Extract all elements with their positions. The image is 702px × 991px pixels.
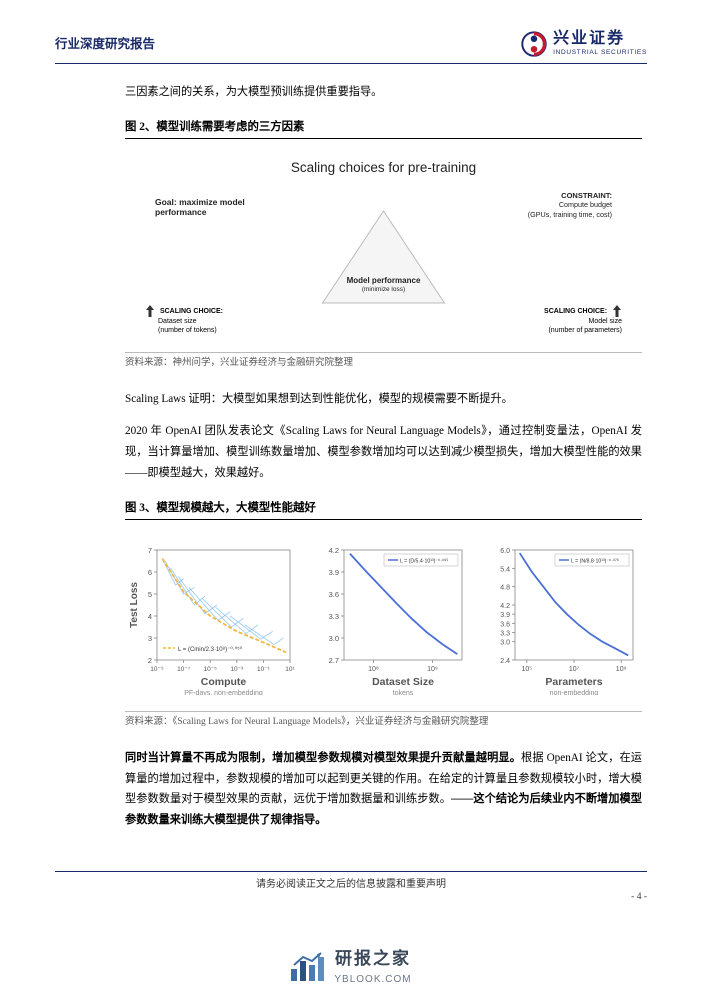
svg-text:10⁹: 10⁹ <box>616 666 627 673</box>
svg-text:4.2: 4.2 <box>329 546 339 555</box>
logo-swirl-icon <box>521 31 547 57</box>
svg-text:PF-days, non-embedding: PF-days, non-embedding <box>184 690 263 695</box>
svg-text:10⁵: 10⁵ <box>521 666 532 673</box>
svg-text:L = (Cmin/2.3·10⁸)⁻⁰·⁰⁵⁰: L = (Cmin/2.3·10⁸)⁻⁰·⁰⁵⁰ <box>178 646 243 653</box>
page-footer: 请务必阅读正文之后的信息披露和重要声明 - 4 - <box>55 871 647 893</box>
svg-text:Test Loss: Test Loss <box>129 581 140 627</box>
header-title: 行业深度研究报告 <box>55 34 155 54</box>
svg-text:L = (N/8.8·10¹³)⁻⁰·⁰⁷⁶: L = (N/8.8·10¹³)⁻⁰·⁰⁷⁶ <box>571 558 619 564</box>
svg-text:10⁸: 10⁸ <box>368 666 379 673</box>
svg-text:10⁹: 10⁹ <box>427 666 438 673</box>
fig2-header: Scaling choices for pre-training <box>135 157 632 179</box>
chart-parameters: 2.4 3.0 3.3 3.6 3.9 4.2 4.8 5.4 6.0 10⁵ 10⁷ 10⁹ L = … <box>487 540 642 695</box>
arrow-up-icon <box>612 304 622 318</box>
company-logo: 兴业证券 INDUSTRIAL SECURITIES <box>521 30 647 58</box>
svg-text:non-embedding: non-embedding <box>550 690 599 695</box>
para-openai: 2020 年 OpenAI 团队发表论文《Scaling Laws for Ne… <box>125 421 642 483</box>
svg-text:10⁻⁹: 10⁻⁹ <box>150 666 164 673</box>
svg-text:5: 5 <box>148 590 152 599</box>
watermark-name: 研报之家 <box>334 945 411 972</box>
svg-text:6.0: 6.0 <box>500 548 510 555</box>
fig2-source: 资料来源：神州问学，兴业证券经济与金融研究院整理 <box>125 352 642 371</box>
svg-text:2.4: 2.4 <box>500 658 510 665</box>
para-scaling-laws: Scaling Laws 证明：大模型如果想到达到性能优化，模型的规模需要不断提… <box>125 389 642 410</box>
svg-text:3.3: 3.3 <box>500 630 510 637</box>
watermark: 研报之家 YBLOOK.COM <box>0 945 702 988</box>
svg-text:2: 2 <box>148 656 152 665</box>
para-conclusion: 同时当计算量不再成为限制，增加模型参数规模对模型效果提升贡献量越明显。根据 Op… <box>125 748 642 831</box>
fig2-right-choice: SCALING CHOICE: Model size (number of pa… <box>544 304 622 336</box>
arrow-up-icon <box>145 304 155 318</box>
fig3-charts: 2 3 4 5 6 7 10⁻⁹ 10⁻⁷ 10⁻⁵ 10⁻³ 10⁻¹ 10¹ L = (Cmin/2… <box>125 530 642 709</box>
watermark-url: YBLOOK.COM <box>334 972 411 988</box>
chart-compute: 2 3 4 5 6 7 10⁻⁹ 10⁻⁷ 10⁻⁵ 10⁻³ 10⁻¹ 10¹ L = (Cmin/2… <box>125 540 300 695</box>
fig2-title: 图 2、模型训练需要考虑的三方因素 <box>125 118 642 139</box>
svg-text:Compute: Compute <box>201 676 247 688</box>
svg-text:6: 6 <box>148 568 152 577</box>
footer-page-num: - 4 - <box>631 890 647 905</box>
svg-text:3.9: 3.9 <box>329 568 339 577</box>
svg-text:3.0: 3.0 <box>329 634 339 643</box>
svg-text:4.8: 4.8 <box>500 585 510 592</box>
fig3-title: 图 3、模型规模越大，大模型性能越好 <box>125 499 642 520</box>
svg-text:L = (D/5.4·10¹³)⁻⁰·⁰⁹⁵: L = (D/5.4·10¹³)⁻⁰·⁰⁹⁵ <box>400 558 448 564</box>
svg-text:4: 4 <box>148 612 152 621</box>
svg-text:10¹: 10¹ <box>285 666 295 673</box>
svg-text:7: 7 <box>148 546 152 555</box>
svg-text:tokens: tokens <box>393 690 414 695</box>
svg-text:10⁷: 10⁷ <box>569 666 580 673</box>
svg-text:Dataset Size: Dataset Size <box>372 676 434 688</box>
svg-text:3.3: 3.3 <box>329 612 339 621</box>
svg-text:10⁻⁷: 10⁻⁷ <box>177 666 191 673</box>
svg-text:3.6: 3.6 <box>329 590 339 599</box>
fig2-goal-label: Goal: maximize model performance <box>155 197 265 218</box>
footer-note: 请务必阅读正文之后的信息披露和重要声明 <box>55 877 647 893</box>
svg-text:5.4: 5.4 <box>500 566 510 573</box>
svg-text:10⁻³: 10⁻³ <box>230 666 244 673</box>
svg-text:3.6: 3.6 <box>500 621 510 628</box>
svg-text:2.7: 2.7 <box>329 656 339 665</box>
page-header: 行业深度研究报告 兴业证券 INDUSTRIAL SECURITIES <box>55 30 647 64</box>
logo-name-en: INDUSTRIAL SECURITIES <box>553 48 647 58</box>
svg-text:3.9: 3.9 <box>500 612 510 619</box>
svg-text:10⁻¹: 10⁻¹ <box>257 666 271 673</box>
svg-text:3: 3 <box>148 634 152 643</box>
fig3-source: 资料来源：《Scaling Laws for Neural Language M… <box>125 711 642 730</box>
svg-text:3.0: 3.0 <box>500 640 510 647</box>
svg-text:10⁻⁵: 10⁻⁵ <box>204 666 218 673</box>
fig2-diagram: Scaling choices for pre-training Goal: m… <box>125 149 642 350</box>
fig2-left-choice: SCALING CHOICE: Dataset size (number of … <box>145 304 223 336</box>
fig2-model-perf: Model performance (minimize loss) <box>347 277 421 295</box>
chart-dataset: 2.7 3.0 3.3 3.6 3.9 4.2 10⁸ 10⁹ L = (D/5.4·10¹³)… <box>316 540 471 695</box>
watermark-bars-icon <box>290 951 326 983</box>
intro-line: 三因素之间的关系，为大模型预训练提供重要指导。 <box>125 82 642 103</box>
svg-text:4.2: 4.2 <box>500 603 510 610</box>
svg-text:Parameters: Parameters <box>545 676 602 688</box>
logo-name-cn: 兴业证券 <box>553 30 647 48</box>
fig2-constraint: CONSTRAINT: Compute budget (GPUs, traini… <box>492 191 612 219</box>
